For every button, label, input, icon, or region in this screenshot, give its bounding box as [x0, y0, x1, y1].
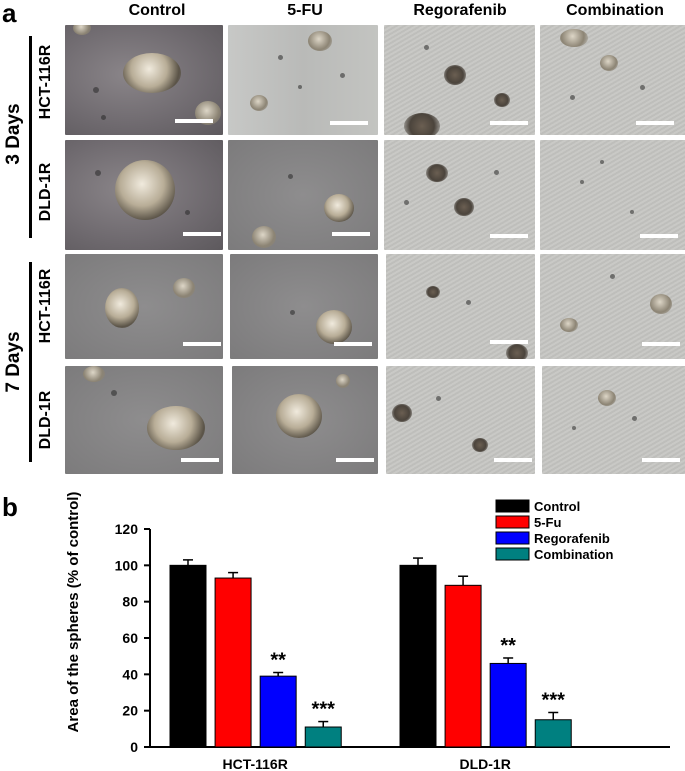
- panel-b-letter: b: [2, 492, 18, 522]
- micrograph-7d-dld1r-5fu: [232, 366, 378, 474]
- micrograph-7d-hct116r-5fu: [230, 254, 378, 359]
- micrograph-7d-hct116r-combination: [540, 254, 685, 359]
- bar-regorafenib-hct-116r: [259, 675, 297, 748]
- bar-chart: Area of the spheres (% of control) 0 20 40…: [65, 492, 670, 771]
- legend-label: Control: [534, 499, 580, 514]
- column-header-regorafenib: Regorafenib: [413, 2, 507, 19]
- micrograph-7d-dld1r-regorafenib: [386, 366, 535, 474]
- y-tick-label: 60: [122, 630, 138, 646]
- micrograph-3d-hct116r-5fu: [228, 25, 378, 135]
- micrograph-3d-dld1r-5fu: [228, 140, 378, 250]
- legend-swatch: [495, 531, 530, 545]
- legend-label: Regorafenib: [534, 531, 610, 546]
- significance-marker: **: [270, 650, 286, 672]
- x-category-label: DLD-1R: [459, 756, 510, 771]
- row-label-hct116r-3d: HCT-116R: [37, 44, 54, 120]
- micrograph-3d-dld1r-control: [65, 140, 223, 250]
- bar-regorafenib-dld-1r: [489, 662, 527, 748]
- micrograph-7d-hct116r-control: [65, 254, 223, 359]
- micrograph-3d-hct116r-control: [65, 25, 223, 135]
- panel-a-letter: a: [2, 0, 17, 28]
- legend-label: Combination: [534, 547, 613, 562]
- legend-swatch: [495, 547, 530, 561]
- bar-combination-dld-1r: [534, 719, 572, 748]
- micrograph-7d-dld1r-control: [65, 366, 223, 474]
- row-label-dld1r-3d: DLD-1R: [37, 162, 54, 222]
- micrograph-3d-dld1r-combination: [540, 140, 685, 250]
- bar-control-dld-1r: [399, 564, 437, 748]
- y-axis-label: Area of the spheres (% of control): [65, 492, 82, 733]
- column-header-5fu: 5-FU: [287, 2, 323, 19]
- legend-swatch: [495, 515, 530, 529]
- row-label-hct116r-7d: HCT-116R: [37, 268, 54, 344]
- micrograph-7d-dld1r-combination: [542, 366, 685, 474]
- micrograph-3d-dld1r-regorafenib: [384, 140, 535, 250]
- y-tick-label: 20: [122, 703, 138, 719]
- y-tick-label: 40: [122, 666, 138, 682]
- column-header-control: Control: [128, 2, 186, 19]
- group-label-7-days: 7 Days: [3, 331, 24, 393]
- y-tick-label: 120: [115, 521, 139, 537]
- group-bracket-7-days: [29, 262, 32, 462]
- y-tick-label: 100: [115, 557, 139, 573]
- y-tick-label: 0: [130, 739, 138, 755]
- significance-marker: ***: [312, 699, 336, 721]
- row-label-dld1r-7d: DLD-1R: [37, 390, 54, 450]
- bar-control-hct-116r: [169, 564, 207, 748]
- y-tick-label: 80: [122, 594, 138, 610]
- bar-combination-hct-116r: [304, 726, 342, 748]
- micrograph-3d-hct116r-regorafenib: [384, 25, 535, 135]
- legend-label: 5-Fu: [534, 515, 562, 530]
- bar-5-fu-hct-116r: [214, 577, 252, 748]
- significance-marker: **: [500, 635, 516, 657]
- column-header-combination: Combination: [566, 2, 664, 19]
- group-label-3-days: 3 Days: [3, 103, 24, 165]
- significance-marker: ***: [542, 689, 566, 711]
- micrograph-7d-hct116r-regorafenib: [386, 254, 535, 359]
- bar-5-fu-dld-1r: [444, 584, 482, 748]
- x-category-label: HCT-116R: [222, 756, 287, 771]
- legend-swatch: [495, 499, 530, 513]
- micrograph-3d-hct116r-combination: [540, 25, 685, 135]
- group-bracket-3-days: [29, 36, 32, 238]
